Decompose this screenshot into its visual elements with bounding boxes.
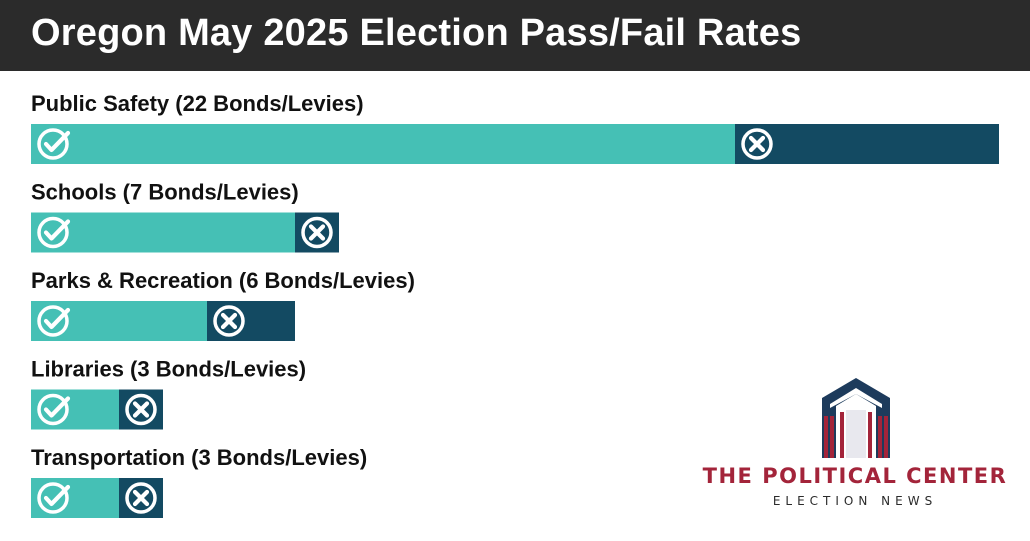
- pass-bar: [31, 124, 735, 164]
- header-bar: Oregon May 2025 Election Pass/Fail Rates: [0, 0, 1030, 71]
- category-label: Schools (7 Bonds/Levies): [31, 180, 299, 205]
- capitol-building-icon: [822, 378, 890, 458]
- check-circle-icon: [37, 305, 71, 337]
- category-label: Transportation (3 Bonds/Levies): [31, 445, 367, 470]
- check-circle-icon: [37, 482, 71, 514]
- page-title: Oregon May 2025 Election Pass/Fail Rates: [31, 12, 802, 54]
- logo-subtitle: ELECTION NEWS: [772, 494, 938, 508]
- category-label: Public Safety (22 Bonds/Levies): [31, 91, 364, 116]
- x-circle-icon: [741, 128, 773, 160]
- bar-chart: Public Safety (22 Bonds/Levies) Schools (…: [31, 91, 999, 518]
- fail-bar: [207, 301, 295, 341]
- category-label: Parks & Recreation (6 Bonds/Levies): [31, 268, 415, 293]
- check-circle-icon: [37, 393, 71, 426]
- check-circle-icon: [37, 128, 71, 160]
- fail-bar: [735, 124, 999, 164]
- political-center-logo: THE POLITICAL CENTER ELECTION NEWS: [700, 376, 1010, 516]
- x-circle-icon: [301, 216, 333, 249]
- x-circle-icon: [125, 393, 157, 426]
- x-circle-icon: [213, 305, 245, 337]
- logo-name: THE POLITICAL CENTER: [702, 464, 1008, 488]
- category-label: Libraries (3 Bonds/Levies): [31, 357, 306, 382]
- pass-bar: [31, 212, 295, 253]
- x-circle-icon: [125, 482, 157, 514]
- check-circle-icon: [37, 216, 71, 249]
